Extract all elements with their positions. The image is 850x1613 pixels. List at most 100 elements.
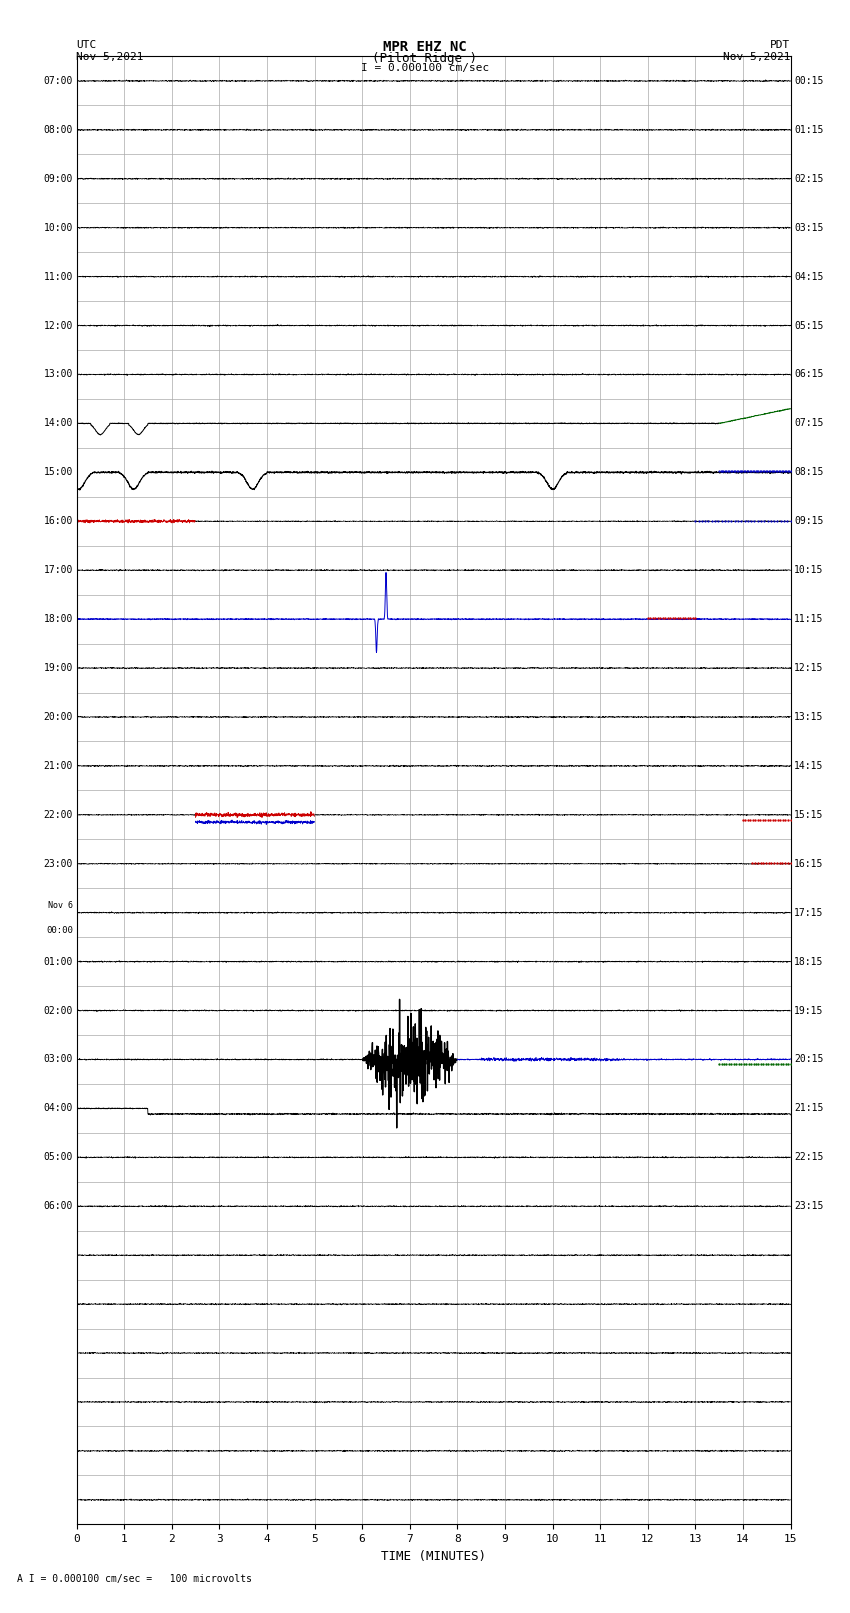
Text: 13:00: 13:00 [43, 369, 73, 379]
Point [779, 850, 792, 876]
Point [651, 605, 665, 631]
Point [766, 458, 779, 484]
Point [666, 605, 679, 631]
Point [754, 1052, 768, 1077]
Point [754, 850, 768, 876]
Point [763, 806, 777, 832]
Point [784, 1052, 797, 1077]
Text: 02:15: 02:15 [794, 174, 824, 184]
Point [749, 806, 762, 832]
Point [784, 850, 797, 876]
Point [748, 508, 762, 534]
Text: 19:15: 19:15 [794, 1005, 824, 1016]
Point [734, 508, 748, 534]
Point [753, 458, 767, 484]
Text: A I = 0.000100 cm/sec =   100 microvolts: A I = 0.000100 cm/sec = 100 microvolts [17, 1574, 252, 1584]
Point [781, 1052, 795, 1077]
Point [751, 508, 764, 534]
Point [733, 458, 746, 484]
Point [772, 458, 785, 484]
Point [715, 508, 728, 534]
Point [768, 806, 782, 832]
Point [761, 508, 774, 534]
Point [776, 458, 790, 484]
Point [738, 508, 751, 534]
Text: 06:00: 06:00 [43, 1202, 73, 1211]
Point [774, 806, 787, 832]
Text: 12:00: 12:00 [43, 321, 73, 331]
Point [776, 806, 790, 832]
X-axis label: TIME (MINUTES): TIME (MINUTES) [381, 1550, 486, 1563]
Point [769, 1052, 783, 1077]
Point [749, 1052, 762, 1077]
Text: 11:15: 11:15 [794, 615, 824, 624]
Point [757, 508, 771, 534]
Point [784, 508, 797, 534]
Point [676, 605, 689, 631]
Point [771, 806, 785, 832]
Point [781, 806, 795, 832]
Point [734, 458, 748, 484]
Point [699, 508, 712, 534]
Point [724, 508, 738, 534]
Text: Nov 5,2021: Nov 5,2021 [723, 52, 791, 61]
Point [728, 458, 742, 484]
Text: 13:15: 13:15 [794, 711, 824, 723]
Point [756, 806, 770, 832]
Point [746, 806, 760, 832]
Point [740, 1052, 753, 1077]
Text: 21:15: 21:15 [794, 1103, 824, 1113]
Point [742, 1052, 756, 1077]
Text: 22:15: 22:15 [794, 1152, 824, 1163]
Point [735, 458, 749, 484]
Point [678, 605, 692, 631]
Text: 07:15: 07:15 [794, 418, 824, 429]
Text: 20:00: 20:00 [43, 711, 73, 723]
Point [705, 508, 718, 534]
Point [771, 458, 785, 484]
Point [745, 508, 758, 534]
Point [661, 605, 675, 631]
Text: 20:15: 20:15 [794, 1055, 824, 1065]
Text: 17:00: 17:00 [43, 565, 73, 576]
Point [774, 458, 787, 484]
Point [673, 605, 687, 631]
Text: 05:00: 05:00 [43, 1152, 73, 1163]
Point [701, 508, 715, 534]
Point [725, 458, 739, 484]
Point [766, 806, 779, 832]
Text: 19:00: 19:00 [43, 663, 73, 673]
Point [744, 806, 757, 832]
Point [671, 605, 684, 631]
Text: 16:15: 16:15 [794, 858, 824, 869]
Point [641, 605, 654, 631]
Point [751, 806, 765, 832]
Point [747, 458, 761, 484]
Point [729, 1052, 743, 1077]
Point [759, 806, 773, 832]
Text: 05:15: 05:15 [794, 321, 824, 331]
Point [784, 806, 797, 832]
Point [688, 508, 702, 534]
Point [771, 508, 785, 534]
Point [643, 605, 657, 631]
Point [741, 508, 755, 534]
Point [769, 458, 783, 484]
Point [749, 458, 762, 484]
Text: 03:15: 03:15 [794, 223, 824, 232]
Point [751, 1052, 765, 1077]
Point [747, 1052, 761, 1077]
Point [768, 458, 781, 484]
Text: I = 0.000100 cm/sec: I = 0.000100 cm/sec [361, 63, 489, 73]
Text: MPR EHZ NC: MPR EHZ NC [383, 40, 467, 55]
Text: 03:00: 03:00 [43, 1055, 73, 1065]
Point [737, 1052, 751, 1077]
Text: 00:00: 00:00 [46, 926, 73, 936]
Point [740, 458, 754, 484]
Point [654, 605, 667, 631]
Point [784, 458, 797, 484]
Point [748, 850, 762, 876]
Point [776, 1052, 790, 1077]
Point [780, 508, 794, 534]
Point [727, 458, 740, 484]
